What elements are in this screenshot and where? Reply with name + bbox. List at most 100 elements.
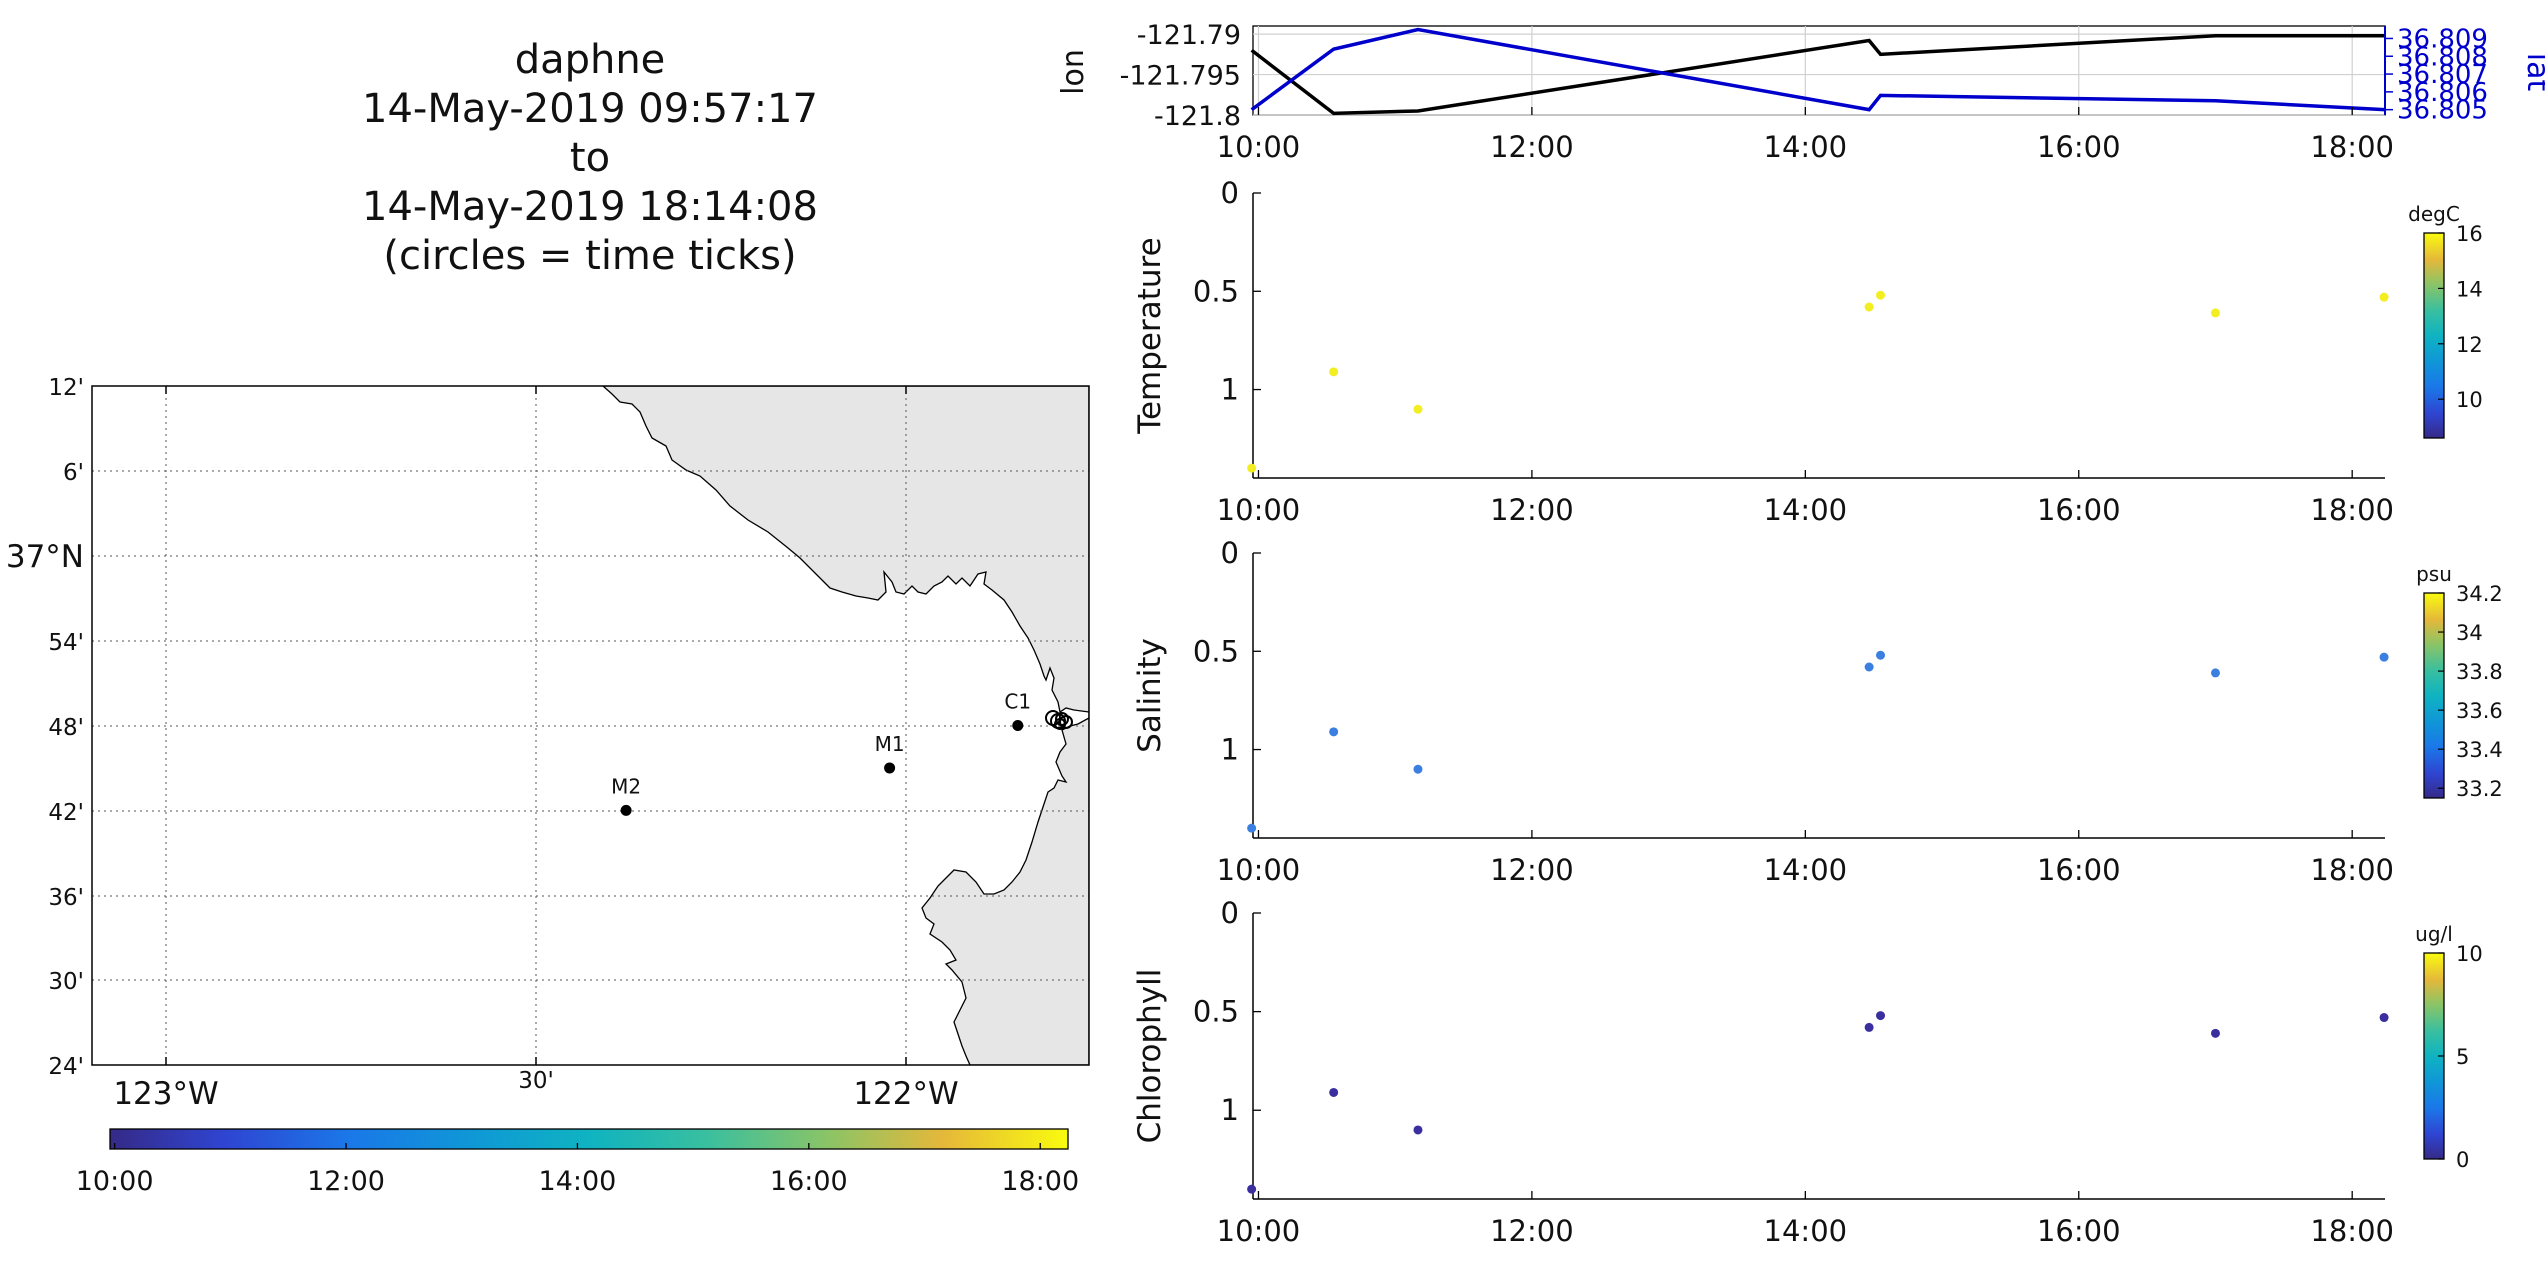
title-line: daphne — [514, 37, 666, 83]
data-point — [1329, 1087, 1339, 1097]
colorbar-tick-label: 14:00 — [539, 1166, 617, 1197]
y-tick-label: 1 — [1221, 373, 1239, 407]
data-point — [1413, 764, 1423, 774]
value-colorbar — [2423, 232, 2445, 439]
lat-tick-label: 30' — [48, 969, 84, 995]
colorbar-tick-label: 34 — [2456, 621, 2483, 645]
y-axis-label: Chlorophyll — [1132, 969, 1168, 1144]
y-axis-label: lon — [1056, 49, 1091, 95]
x-tick-label: 16:00 — [2037, 1214, 2121, 1248]
x-tick-label: 18:00 — [2310, 853, 2394, 887]
chlorophyll-panel: 0 0.5 1 10:00 12:00 14:00 16:00 18:00 Chlorophyl… — [1132, 896, 2483, 1248]
lat-tick-label: 6' — [63, 460, 84, 486]
colorbar-unit: ug/l — [2415, 922, 2453, 946]
x-tick-label: 18:00 — [2310, 493, 2394, 527]
data-point — [1864, 302, 1874, 312]
data-point — [1876, 290, 1886, 300]
series-line-lat — [1250, 27, 2385, 112]
x-tick-label: 18:00 — [2310, 1214, 2394, 1248]
colorbar-tick-label: 18:00 — [1001, 1166, 1079, 1197]
colorbar-tick-label: 12:00 — [307, 1166, 385, 1197]
colorbar-unit: psu — [2416, 562, 2452, 586]
station-label: M2 — [611, 774, 641, 798]
x-tick-label: 10:00 — [1217, 130, 1301, 164]
x-tick-label: 12:00 — [1490, 493, 1574, 527]
data-point — [2379, 292, 2389, 302]
map-panel: 12' 6' 37°N 54' 48' 42' 36' 30' 24' 123°… — [6, 375, 1090, 1197]
data-point — [1876, 1011, 1886, 1021]
data-point — [2210, 1028, 2220, 1038]
lat-tick-label: 48' — [48, 715, 84, 741]
series-line-lon — [1250, 33, 2385, 116]
x-tick-label: 18:00 — [2310, 130, 2394, 164]
y-tick-label: 0 — [1221, 896, 1239, 930]
value-colorbar — [2423, 592, 2445, 799]
y2-tick-label: 36.806 — [2397, 78, 2488, 108]
data-point — [1247, 1184, 1257, 1194]
x-tick-label: 14:00 — [1764, 1214, 1848, 1248]
temperature-panel: 0 0.5 1 10:00 12:00 14:00 16:00 18:00 Temperatur… — [1132, 176, 2483, 527]
data-point — [1329, 367, 1339, 377]
data-point — [2210, 308, 2220, 318]
colorbar-tick-label: 12 — [2456, 333, 2483, 357]
x-tick-label: 12:00 — [1490, 853, 1574, 887]
colorbar-tick-label: 10:00 — [76, 1166, 154, 1197]
x-tick-label: 16:00 — [2037, 493, 2121, 527]
data-point — [1247, 463, 1257, 473]
data-point — [1876, 650, 1886, 660]
colorbar-tick-label: 16 — [2456, 222, 2483, 246]
colorbar-unit: degC — [2408, 202, 2460, 226]
map-gridlines — [92, 386, 1089, 1065]
colorbar-tick-label: 14 — [2456, 277, 2483, 301]
lon-tick-label: 30' — [518, 1068, 554, 1094]
title-line: 14-May-2019 09:57:17 — [362, 86, 818, 132]
x-tick-label: 12:00 — [1490, 130, 1574, 164]
lat-tick-label: 12' — [48, 375, 84, 401]
station-marker — [620, 804, 632, 816]
lat-tick-label: 37°N — [6, 539, 84, 575]
colorbar-tick-label: 0 — [2456, 1148, 2469, 1172]
position-panel: -121.79-121.795-121.836.80936.80836.8073… — [1056, 20, 2545, 164]
y2-tick-label: 36.807 — [2397, 60, 2488, 90]
y2-axis-label: lat — [2520, 53, 2545, 92]
data-point — [2210, 668, 2220, 678]
y-tick-label: -121.79 — [1137, 20, 1241, 51]
title-line: 14-May-2019 18:14:08 — [362, 184, 818, 230]
x-tick-label: 14:00 — [1764, 493, 1848, 527]
station-label: C1 — [1004, 690, 1031, 714]
y-tick-label: 0 — [1221, 536, 1239, 570]
colorbar-tick-label: 16:00 — [770, 1166, 848, 1197]
time-colorbar-labels: 10:00 12:00 14:00 16:00 18:00 — [76, 1143, 1079, 1197]
station-markers: M2 M1 C1 — [611, 690, 1031, 816]
colorbar-tick-label: 5 — [2456, 1045, 2469, 1069]
colorbar-tick-label: 33.4 — [2456, 738, 2503, 762]
x-tick-label: 16:00 — [2037, 130, 2121, 164]
data-point — [1413, 404, 1423, 414]
lat-tick-label: 42' — [48, 800, 84, 826]
lat-tick-label: 36' — [48, 885, 84, 911]
data-point — [1864, 662, 1874, 672]
title-line: to — [569, 135, 611, 181]
colorbar-tick-label: 34.2 — [2456, 582, 2503, 606]
title-line: (circles = time ticks) — [383, 233, 797, 279]
data-point — [1864, 1022, 1874, 1032]
station-marker — [1012, 720, 1024, 731]
y-tick-label: 0.5 — [1193, 634, 1239, 668]
y2-tick-label: 36.805 — [2397, 96, 2488, 126]
station-label: M1 — [875, 732, 905, 756]
y-axis-label: Salinity — [1132, 638, 1168, 753]
station-marker — [884, 762, 896, 774]
data-point — [2379, 652, 2389, 662]
lon-tick-label: 123°W — [113, 1076, 218, 1112]
colorbar-tick-label: 33.6 — [2456, 699, 2503, 723]
y-axis-label: Temperature — [1132, 237, 1168, 434]
x-tick-label: 12:00 — [1490, 1214, 1574, 1248]
x-tick-label: 16:00 — [2037, 853, 2121, 887]
figure-title: daphne 14-May-2019 09:57:17 to 14-May-20… — [250, 36, 930, 281]
y2-tick-label: 36.809 — [2397, 24, 2488, 54]
track-circles — [1045, 710, 1073, 730]
data-point — [1247, 823, 1257, 833]
y-tick-label: -121.8 — [1154, 101, 1241, 132]
x-tick-label: 10:00 — [1217, 493, 1301, 527]
